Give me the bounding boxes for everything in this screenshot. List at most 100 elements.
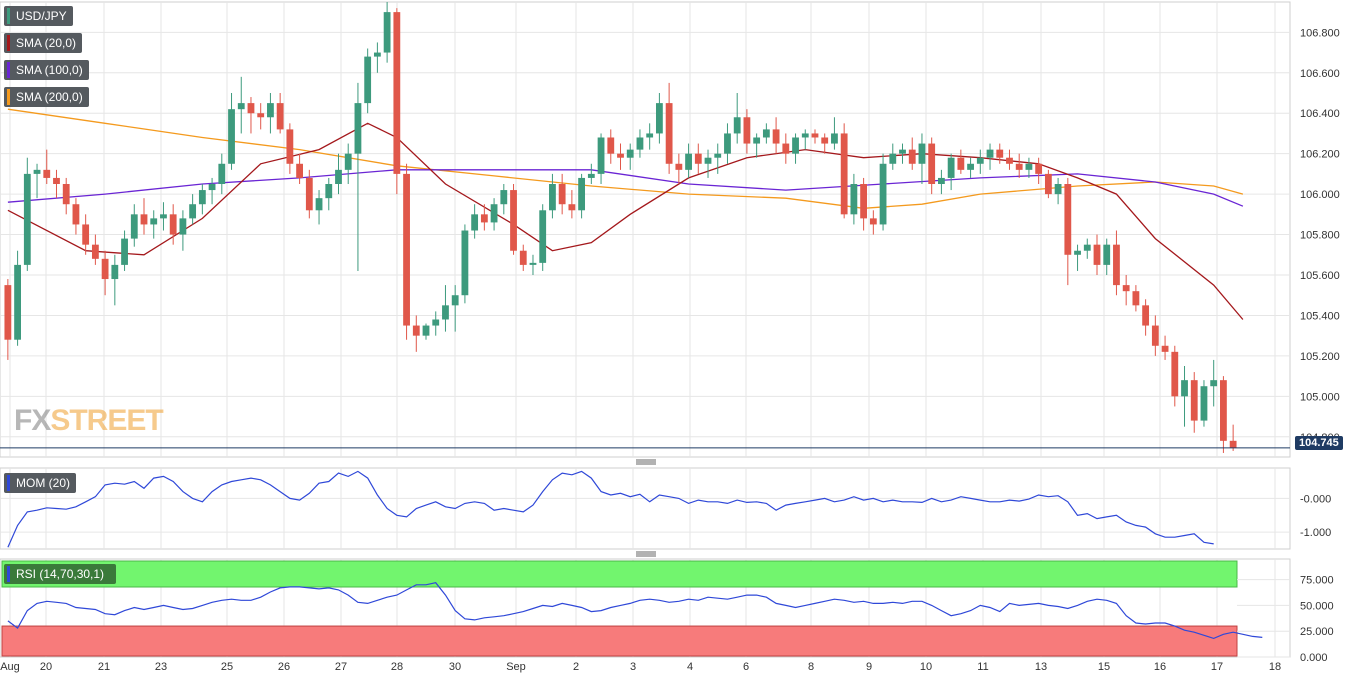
x-tick-label: 23 (155, 661, 167, 673)
x-tick-label: 25 (221, 661, 233, 673)
candle-body (1142, 305, 1150, 326)
legend-sma20[interactable]: SMA (20,0) (4, 33, 83, 53)
candle-body (655, 103, 663, 134)
candle-body (461, 230, 469, 296)
candle-body (1181, 380, 1188, 397)
candle (568, 190, 576, 219)
candle-body (1113, 244, 1120, 286)
candle-body (685, 153, 692, 170)
candle (111, 254, 119, 306)
price-tick-label: 105.800 (1300, 230, 1340, 242)
candle-body (1074, 250, 1081, 255)
candle (267, 93, 274, 134)
candle-body (772, 129, 780, 144)
candle (510, 184, 517, 255)
x-tick-label: 9 (866, 661, 872, 673)
price-tick-label: 105.000 (1300, 391, 1340, 403)
candle (840, 123, 848, 219)
candle-body (549, 184, 556, 211)
candle-body (782, 143, 790, 154)
candle-body (4, 285, 12, 340)
x-tick-label: 11 (977, 661, 988, 673)
x-tick-label: 30 (449, 661, 461, 673)
candle (801, 129, 809, 150)
price-tick-label: 106.800 (1300, 27, 1340, 39)
candle (626, 143, 634, 170)
legend-sma100[interactable]: SMA (100,0) (4, 60, 89, 80)
candle (685, 143, 692, 178)
panel-resize-handle-1[interactable] (636, 459, 656, 465)
candle (335, 153, 342, 195)
candle (860, 177, 868, 231)
candle (490, 198, 498, 231)
candle-body (558, 184, 566, 205)
x-tick-label: 3 (630, 661, 636, 673)
candle (646, 123, 654, 150)
candle (1190, 372, 1198, 433)
candle (4, 279, 12, 360)
candle-body (928, 143, 936, 184)
candle (72, 198, 80, 235)
candle (53, 169, 60, 199)
candle (996, 143, 1004, 164)
candle (1113, 230, 1120, 296)
candle-body (1035, 163, 1043, 174)
candle-body (490, 204, 498, 223)
price-tick-label: 105.600 (1300, 270, 1340, 282)
price-panel-bg (0, 1, 1291, 458)
candle-body (130, 214, 138, 239)
candle-body (1190, 380, 1198, 421)
candle-body (869, 218, 877, 225)
candle-body (957, 157, 965, 170)
candle-body (1064, 184, 1072, 255)
candle (607, 129, 615, 164)
candle (43, 149, 51, 184)
candle (772, 117, 780, 154)
candle (364, 48, 372, 114)
candle (694, 143, 702, 174)
candle (617, 143, 624, 170)
candle (62, 177, 70, 215)
candle-body (247, 103, 255, 114)
candle (597, 133, 605, 184)
candle-body (354, 103, 362, 154)
candle-body (976, 157, 984, 164)
candle-body (480, 214, 488, 223)
legend-rsi[interactable]: RSI (14,70,30,1) (4, 564, 116, 584)
candle-body (704, 157, 712, 164)
candle-body (1151, 325, 1159, 346)
panel-resize-handle-2[interactable] (636, 551, 656, 557)
candle-body (801, 133, 809, 138)
candle-body (33, 169, 41, 174)
mom-panel-bg (0, 467, 1291, 550)
candle (587, 163, 595, 184)
candle (373, 42, 381, 73)
x-tick-label: Sep (506, 661, 526, 673)
candle-body (724, 133, 731, 154)
candle-body (918, 143, 926, 164)
candle-body (198, 190, 206, 205)
candle (14, 250, 21, 346)
legend-label-sma100: SMA (100,0) (16, 63, 83, 77)
legend-usdjpy[interactable]: USD/JPY (4, 6, 73, 26)
candle (1035, 157, 1043, 184)
legend-mom[interactable]: MOM (20) (4, 473, 76, 493)
x-tick-label: 17 (1211, 661, 1223, 673)
legend-sma200[interactable]: SMA (200,0) (4, 87, 89, 107)
candle (704, 149, 712, 178)
candle-body (850, 184, 858, 215)
candle (821, 133, 829, 154)
legend-label-sma200: SMA (200,0) (16, 90, 83, 104)
candle (471, 204, 479, 239)
candle (1161, 335, 1169, 360)
candle-body (179, 218, 187, 235)
legend-label-rsi: RSI (14,70,30,1) (16, 567, 104, 581)
candle (1083, 238, 1091, 259)
candle (714, 143, 722, 174)
sma100-line (7, 169, 1244, 207)
candle-body (811, 133, 819, 138)
x-tick-label: 20 (40, 661, 52, 673)
candle-body (578, 177, 586, 211)
mom-tick-label: -0.000 (1300, 493, 1331, 505)
